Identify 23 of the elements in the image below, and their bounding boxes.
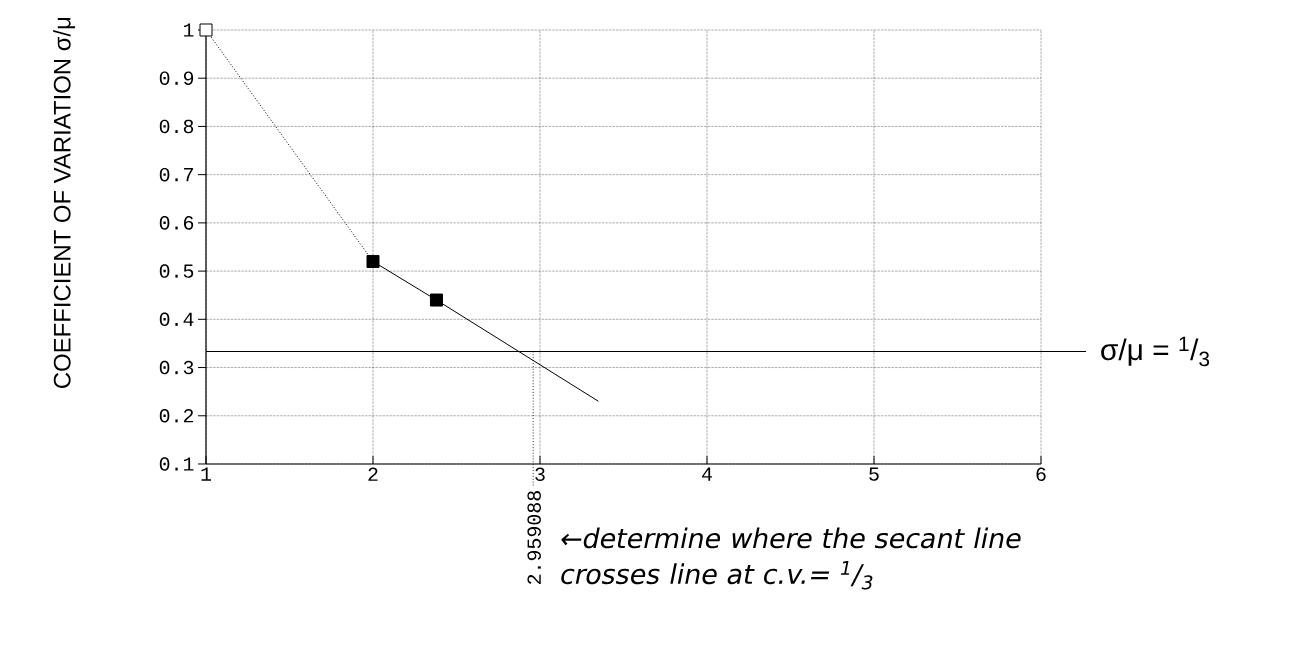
ref-line-label: σ/μ = $^{1}$/$_{3}$ xyxy=(1101,336,1210,367)
x-tick-label: 6 xyxy=(1036,467,1046,482)
x-tick-label: 4 xyxy=(702,467,712,481)
y-tick-label: 1 xyxy=(183,23,194,37)
x-tick-label: 3 xyxy=(535,467,545,482)
point xyxy=(199,23,213,37)
y-tick-label: 0.4 xyxy=(159,312,194,327)
y-tick-label: 0.3 xyxy=(159,360,194,375)
y-tick-label: 0.1 xyxy=(159,457,194,471)
x-tick-label: 2 xyxy=(368,467,378,481)
y-tick-label: 0.5 xyxy=(159,264,194,278)
y-tick-label: 0.7 xyxy=(159,167,193,182)
text: ←determine where the secant line crosses line at c.v.= $^{1}$/$_{3}$ xyxy=(561,527,1021,590)
y-tick-label: 0.8 xyxy=(159,119,194,134)
point xyxy=(429,293,443,307)
y-tick-label: 0.2 xyxy=(159,409,194,423)
ref-line-label: 2.959088 xyxy=(527,491,541,585)
y-tick-label: 0.9 xyxy=(159,71,194,85)
point xyxy=(366,254,380,268)
y-axis-title: COEFFICIENT OF VARIATION σ/μ xyxy=(53,17,76,388)
y-tick-label: 0.6 xyxy=(159,216,194,230)
x-tick-label: 1 xyxy=(201,467,212,481)
x-tick-label: 5 xyxy=(869,467,879,481)
